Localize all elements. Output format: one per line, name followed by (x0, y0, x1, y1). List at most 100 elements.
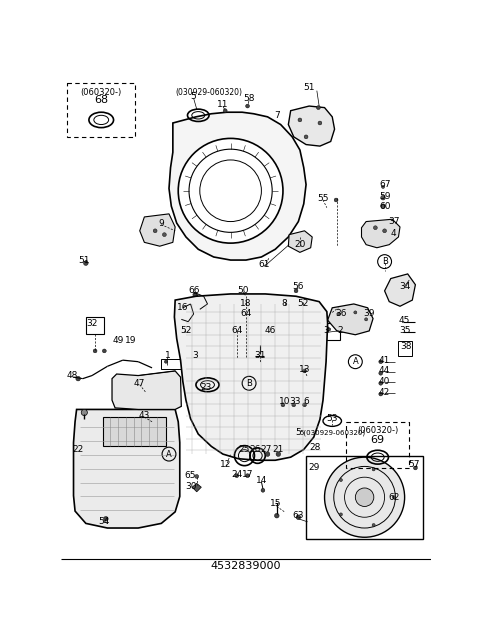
Text: 12: 12 (220, 460, 232, 469)
Text: B: B (246, 379, 252, 388)
Circle shape (379, 381, 383, 385)
Ellipse shape (355, 488, 374, 506)
Text: 14: 14 (256, 476, 267, 484)
Text: 29: 29 (308, 463, 320, 472)
Ellipse shape (324, 457, 405, 537)
Text: 9: 9 (158, 219, 164, 228)
Text: 27: 27 (260, 445, 272, 454)
Text: 42: 42 (379, 388, 390, 397)
Text: 59: 59 (380, 191, 391, 201)
Text: 17: 17 (242, 470, 253, 479)
Text: 39: 39 (363, 310, 375, 319)
Text: 57: 57 (408, 460, 420, 469)
Text: 2: 2 (337, 326, 343, 335)
Text: 58: 58 (243, 94, 255, 103)
Circle shape (328, 328, 331, 331)
Circle shape (235, 328, 239, 332)
Bar (346, 422, 409, 468)
Bar (67, 83, 135, 137)
Text: 69: 69 (371, 435, 385, 445)
Text: 3: 3 (323, 326, 329, 335)
Circle shape (93, 349, 97, 353)
Text: 64: 64 (240, 310, 252, 319)
Text: 46: 46 (265, 326, 276, 335)
Circle shape (244, 315, 248, 319)
Circle shape (372, 524, 375, 527)
Text: 10: 10 (279, 397, 290, 406)
Text: 38: 38 (400, 342, 412, 351)
Text: 5: 5 (191, 92, 196, 100)
Text: 40: 40 (379, 377, 390, 386)
Circle shape (298, 118, 302, 122)
Text: A: A (166, 449, 172, 459)
Bar (161, 358, 183, 369)
Circle shape (365, 318, 368, 321)
Circle shape (372, 468, 375, 471)
Bar (306, 456, 423, 539)
Text: 23: 23 (200, 383, 212, 392)
Text: 26: 26 (250, 445, 261, 454)
Text: A: A (352, 357, 358, 366)
Circle shape (102, 349, 106, 353)
Text: 32: 32 (86, 319, 98, 328)
Text: 22: 22 (72, 445, 84, 454)
Polygon shape (192, 483, 201, 492)
Circle shape (292, 403, 296, 407)
Circle shape (185, 310, 189, 314)
Text: (060320-): (060320-) (81, 88, 122, 97)
Circle shape (300, 305, 303, 308)
Text: 43: 43 (139, 411, 150, 420)
Polygon shape (361, 220, 400, 248)
Text: 61: 61 (259, 260, 270, 269)
Circle shape (339, 513, 342, 516)
Text: 62: 62 (388, 493, 399, 502)
Circle shape (318, 121, 322, 125)
Circle shape (266, 331, 269, 334)
Text: 52: 52 (297, 299, 309, 308)
Text: 30: 30 (185, 482, 196, 491)
Circle shape (76, 376, 81, 381)
Circle shape (164, 360, 168, 364)
Circle shape (162, 233, 166, 237)
Circle shape (246, 104, 250, 108)
Circle shape (381, 195, 385, 200)
Circle shape (281, 305, 285, 308)
Text: 20: 20 (294, 240, 306, 249)
Text: 51: 51 (303, 83, 315, 92)
Circle shape (354, 311, 357, 314)
Polygon shape (112, 371, 181, 410)
Circle shape (244, 305, 248, 308)
Ellipse shape (178, 138, 283, 243)
Text: 31: 31 (254, 351, 265, 360)
Circle shape (81, 410, 87, 415)
Text: 7: 7 (274, 111, 280, 120)
Bar (398, 341, 412, 356)
Text: 6: 6 (303, 397, 309, 406)
Text: 25: 25 (239, 445, 250, 454)
Circle shape (373, 226, 377, 230)
Circle shape (296, 515, 300, 520)
Circle shape (392, 496, 396, 499)
Circle shape (304, 135, 308, 139)
Circle shape (316, 106, 320, 109)
Text: 41: 41 (379, 356, 390, 365)
Text: 36: 36 (336, 310, 347, 319)
Circle shape (381, 204, 385, 209)
Circle shape (265, 452, 270, 456)
Circle shape (235, 474, 239, 477)
Text: 11: 11 (217, 100, 228, 109)
Circle shape (193, 292, 197, 297)
Polygon shape (384, 274, 415, 307)
Text: 66: 66 (188, 286, 199, 296)
Text: 44: 44 (379, 367, 390, 376)
Text: 3: 3 (192, 351, 198, 360)
Text: 5: 5 (296, 428, 301, 437)
Text: 50: 50 (237, 286, 249, 296)
Circle shape (153, 229, 157, 233)
Circle shape (281, 403, 285, 407)
Text: 33: 33 (289, 397, 301, 406)
Circle shape (244, 294, 248, 298)
Polygon shape (288, 106, 335, 146)
Circle shape (303, 324, 306, 328)
Circle shape (195, 474, 199, 478)
